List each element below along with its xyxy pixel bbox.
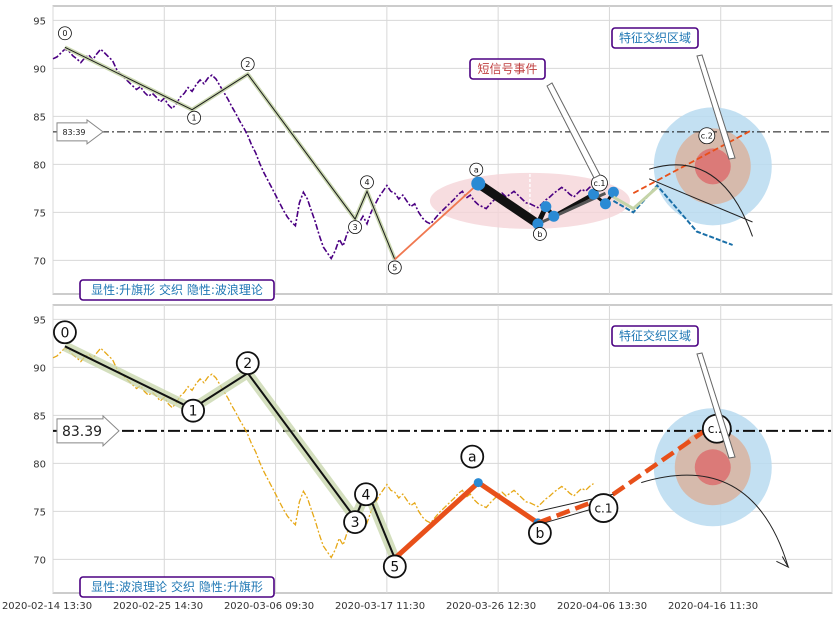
bottom-wave-label-a-marker bbox=[460, 444, 485, 469]
bottom-wave-label-a: a bbox=[468, 450, 477, 466]
x-tick-label: 2020-04-16 11:30 bbox=[668, 601, 758, 612]
bottom-wave-label-c-1: c.1 bbox=[594, 501, 612, 515]
top-chart-panel: 70 75 80 85 90 95 83:39 0 1 2 3 4 5 a b c.1 c.2 短信号事件 特征交织… bbox=[33, 5, 833, 301]
top-wave-label-a: a bbox=[474, 165, 479, 174]
top-wave-label-2: 2 bbox=[245, 60, 250, 69]
top-legend-label: 显性:升旗形 交织 隐性:波浪理论 bbox=[91, 282, 263, 297]
top-flag-node bbox=[607, 186, 619, 198]
top-projection-c2 bbox=[632, 129, 753, 194]
top-feature-label-box bbox=[611, 27, 699, 49]
bottom-wave-label-1-marker bbox=[181, 398, 206, 423]
bottom-feature-label: 特征交织区域 bbox=[619, 328, 691, 343]
bottom-wave-label-0: 0 bbox=[60, 325, 69, 341]
top-ytick-label: 85 bbox=[33, 112, 46, 123]
top-reference-line-arrow-label bbox=[56, 118, 104, 145]
top-ytick-label: 80 bbox=[33, 160, 46, 171]
top-short-signal-label: 短信号事件 bbox=[477, 62, 537, 76]
bottom-wave-label-0-marker bbox=[53, 320, 77, 345]
top-projection-path bbox=[612, 183, 733, 246]
top-wave-label-3: 3 bbox=[353, 223, 358, 232]
top-wave-label-b-marker bbox=[532, 227, 547, 241]
top-wave-label-a-marker bbox=[469, 162, 484, 177]
top-flag-node bbox=[588, 188, 600, 200]
top-wave-label-2-marker bbox=[240, 57, 255, 72]
bottom-wave-label-c-1-marker bbox=[588, 493, 619, 523]
top-flag-segment bbox=[473, 179, 543, 229]
bottom-ytick-label: 90 bbox=[33, 363, 46, 374]
x-tick-label: 2020-04-06 13:30 bbox=[557, 601, 647, 612]
bottom-chart-panel: 70758085909583.39012345abc.1c.2特征交织区域显性:… bbox=[33, 304, 833, 598]
top-flag-node bbox=[532, 218, 544, 230]
top-wave-label-c-2-marker bbox=[698, 127, 716, 145]
bottom-price-series bbox=[52, 347, 594, 559]
bottom-wave-label-2-marker bbox=[235, 351, 260, 376]
x-tick-label: 2020-03-17 11:30 bbox=[335, 601, 425, 612]
bottom-wave-label-b-marker bbox=[527, 521, 552, 545]
top-wave-5-a bbox=[394, 182, 479, 261]
top-wave-label-1-marker bbox=[187, 110, 202, 125]
x-tick-label: 2020-03-26 12:30 bbox=[446, 601, 536, 612]
top-curved-arrow bbox=[649, 164, 753, 237]
bottom-ytick-label: 75 bbox=[33, 507, 46, 518]
top-price-series bbox=[52, 48, 594, 261]
bottom-curved-arrow-head bbox=[776, 556, 790, 569]
top-wave-label-c-2: c.2 bbox=[701, 132, 713, 141]
bottom-legend-label: 显性:波浪理论 交织 隐性:升旗形 bbox=[91, 579, 263, 594]
top-flag-node bbox=[548, 210, 560, 222]
bottom-wave-label-3-marker bbox=[343, 510, 367, 535]
bottom-legend-label-box bbox=[79, 576, 275, 598]
top-legend-label-box bbox=[79, 279, 275, 301]
top-wave-line bbox=[64, 46, 396, 260]
bottom-feature-arrow bbox=[696, 352, 736, 459]
top-wave-label-1: 1 bbox=[192, 114, 197, 123]
x-tick-label: 2020-02-14 13:30 bbox=[2, 601, 92, 612]
x-tick-label: 2020-02-25 14:30 bbox=[113, 601, 203, 612]
bottom-ytick-label: 80 bbox=[33, 459, 46, 470]
top-projection-band bbox=[612, 186, 659, 211]
bottom-ytick-label: 70 bbox=[33, 555, 46, 566]
bottom-ytick-label: 95 bbox=[33, 315, 46, 326]
top-trend-line bbox=[648, 178, 753, 223]
bottom-node-a bbox=[473, 478, 483, 488]
top-ytick-label: 75 bbox=[33, 208, 46, 219]
top-wave-label-4-marker bbox=[360, 175, 374, 190]
top-wave-label-5: 5 bbox=[392, 263, 397, 272]
bottom-curved-arrow bbox=[641, 474, 789, 568]
top-wave-label-5-marker bbox=[387, 260, 402, 275]
top-short-signal-label-box bbox=[469, 58, 546, 80]
top-reference-line-value: 83:39 bbox=[62, 128, 85, 137]
bottom-wave-label-3: 3 bbox=[351, 515, 360, 531]
bottom-wave-label-4: 4 bbox=[362, 487, 371, 503]
top-wave-label-c-1: c.1 bbox=[593, 179, 605, 188]
top-short-signal-arrow bbox=[546, 82, 601, 179]
top-feature-label: 特征交织区域 bbox=[619, 30, 691, 45]
bottom-wave-label-b: b bbox=[535, 526, 544, 542]
bottom-reference-line-value: 83.39 bbox=[62, 424, 102, 440]
top-wave-label-0: 0 bbox=[62, 29, 67, 38]
bottom-wave-label-2: 2 bbox=[243, 356, 252, 372]
top-wave-label-3-marker bbox=[348, 220, 362, 235]
x-tick-label: 2020-03-06 09:30 bbox=[224, 601, 314, 612]
bottom-wave-label-4-marker bbox=[354, 482, 378, 507]
top-feature-arrow bbox=[696, 54, 736, 160]
bottom-reference-line-arrow-label bbox=[56, 414, 120, 448]
top-feature-zone-core bbox=[694, 148, 731, 185]
top-wave-label-4: 4 bbox=[364, 178, 369, 187]
bottom-feature-zone-core bbox=[694, 449, 731, 486]
bottom-wave-label-5-marker bbox=[382, 554, 407, 579]
top-flag-node bbox=[471, 176, 486, 191]
top-ytick-label: 95 bbox=[33, 16, 46, 27]
bottom-feature-label-box bbox=[611, 325, 699, 347]
top-ytick-label: 90 bbox=[33, 64, 46, 75]
top-wave-label-b: b bbox=[537, 230, 542, 239]
x-axis: 2020-02-14 13:30 2020-02-25 14:30 2020-03-… bbox=[2, 601, 758, 612]
top-flag-node bbox=[540, 201, 552, 213]
bottom-wave-label-1: 1 bbox=[189, 404, 198, 420]
bottom-wave-label-5: 5 bbox=[390, 559, 399, 575]
bottom-ytick-label: 85 bbox=[33, 411, 46, 422]
top-flag-node bbox=[599, 198, 611, 210]
top-ytick-label: 70 bbox=[33, 256, 46, 267]
top-wave-label-0-marker bbox=[58, 26, 72, 41]
